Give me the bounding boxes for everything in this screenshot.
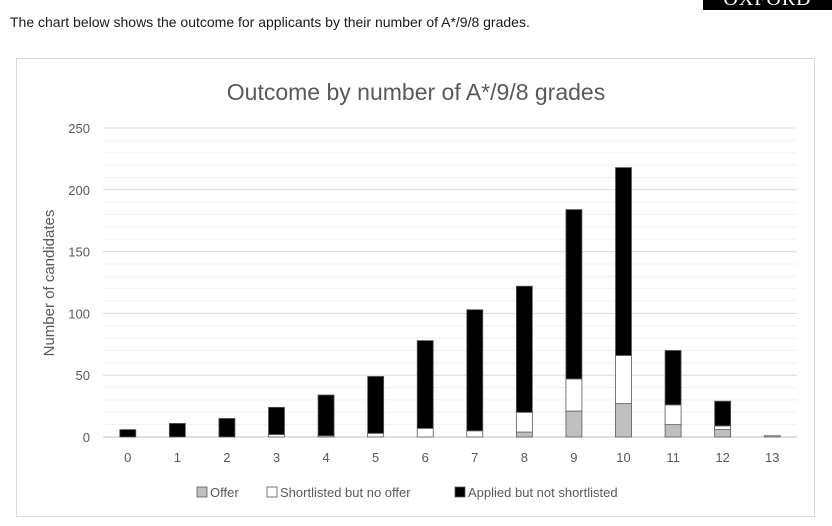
bar-segment-offer bbox=[515, 431, 533, 438]
x-tick-label: 9 bbox=[570, 450, 577, 465]
bar-segment-offer bbox=[565, 410, 583, 438]
bar-segment-shortlisted bbox=[515, 411, 533, 433]
bar-segment-not-shortlisted bbox=[168, 423, 186, 438]
intro-text: The chart below shows the outcome for ap… bbox=[10, 14, 530, 30]
bar-segment-not-shortlisted bbox=[416, 340, 434, 429]
legend-label: Offer bbox=[210, 485, 239, 500]
y-tick-label: 150 bbox=[68, 245, 90, 260]
bar-segment-offer bbox=[763, 435, 781, 438]
legend-swatch bbox=[266, 486, 278, 498]
bar-segment-not-shortlisted bbox=[466, 309, 484, 432]
x-tick-label: 12 bbox=[715, 450, 729, 465]
bar-segment-shortlisted bbox=[416, 427, 434, 438]
bar-segment-not-shortlisted bbox=[664, 350, 682, 406]
x-tick-label: 11 bbox=[666, 450, 680, 465]
bar-segment-not-shortlisted bbox=[615, 167, 632, 356]
y-tick-label: 200 bbox=[68, 183, 90, 198]
x-tick-label: 0 bbox=[124, 450, 131, 465]
bar-segment-shortlisted bbox=[466, 430, 484, 438]
y-tick-label: 0 bbox=[83, 430, 90, 445]
x-tick-label: 2 bbox=[223, 450, 230, 465]
oxford-logo: OXFORD bbox=[703, 0, 832, 10]
y-tick-label: 250 bbox=[68, 121, 90, 136]
bar-segment-not-shortlisted bbox=[119, 429, 137, 438]
gridlines bbox=[103, 127, 797, 438]
y-axis-label: Number of candidates bbox=[41, 210, 58, 357]
x-tick-label: 4 bbox=[322, 450, 329, 465]
x-tick-label: 6 bbox=[422, 450, 429, 465]
bar-segment-not-shortlisted bbox=[515, 285, 533, 413]
legend: Offer Shortlisted but no offer Applied but… bbox=[196, 485, 618, 500]
legend-label: Applied but not shortlisted bbox=[468, 485, 618, 500]
legend-label: Shortlisted but no offer bbox=[280, 485, 411, 500]
bar-segment-offer bbox=[615, 403, 632, 438]
bar-segment-offer bbox=[714, 429, 732, 438]
x-tick-labels: 0 1 2 3 4 5 6 7 8 9 10 11 12 13 bbox=[124, 450, 779, 465]
x-tick-label: 8 bbox=[521, 450, 528, 465]
bar-segment-shortlisted bbox=[714, 425, 732, 430]
x-tick-label: 7 bbox=[471, 450, 478, 465]
bar-segment-shortlisted bbox=[367, 432, 385, 438]
y-tick-labels: 0 50 100 150 200 250 bbox=[68, 121, 90, 445]
bar-segment-not-shortlisted bbox=[317, 394, 335, 437]
bar-segment-not-shortlisted bbox=[565, 209, 583, 380]
legend-swatch bbox=[196, 486, 208, 498]
bar-segment-not-shortlisted bbox=[218, 418, 236, 438]
legend-swatch bbox=[454, 486, 466, 498]
bars bbox=[119, 167, 781, 438]
x-tick-label: 1 bbox=[174, 450, 181, 465]
chart-frame bbox=[16, 58, 815, 517]
x-tick-label: 3 bbox=[273, 450, 280, 465]
bar-segment-shortlisted bbox=[664, 404, 682, 426]
x-tick-label: 10 bbox=[616, 450, 630, 465]
bar-segment-shortlisted bbox=[615, 355, 632, 405]
y-tick-label: 100 bbox=[68, 306, 90, 321]
x-tick-label: 5 bbox=[372, 450, 379, 465]
bar-segment-not-shortlisted bbox=[367, 376, 385, 434]
chart-title: Outcome by number of A*/9/8 grades bbox=[227, 79, 605, 105]
x-tick-label: 13 bbox=[765, 450, 779, 465]
bar-segment-not-shortlisted bbox=[714, 400, 732, 427]
bar-segment-shortlisted bbox=[565, 378, 583, 412]
bar-segment-not-shortlisted bbox=[268, 406, 285, 435]
y-tick-label: 50 bbox=[76, 368, 90, 383]
bar-segment-offer bbox=[664, 424, 682, 438]
